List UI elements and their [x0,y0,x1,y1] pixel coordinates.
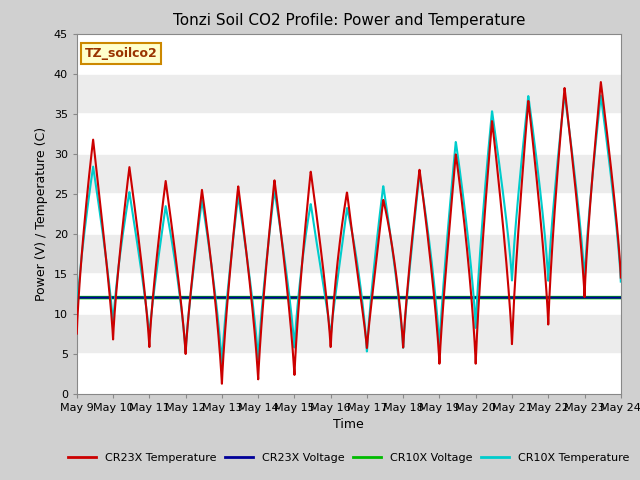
CR23X Voltage [167,295,175,300]
CR23X Voltage [73,295,81,300]
CR10X Temperature [135,251,143,257]
CR23X Temperature [597,79,605,85]
CR10X Temperature [282,264,289,270]
Bar [77,274,621,313]
Bar [77,154,621,193]
CR23X Voltage [282,295,289,300]
CR10X Voltage [282,295,289,300]
CR10X Voltage [135,295,143,300]
CR23X Temperature [282,272,289,277]
Bar [77,193,621,234]
CR23X Voltage [305,295,313,300]
CR10X Temperature [548,225,556,230]
Y-axis label: Power (V) / Temperature (C): Power (V) / Temperature (C) [35,127,48,300]
CR23X Temperature [548,253,556,259]
CR23X Voltage [606,295,614,300]
CR10X Voltage [305,295,313,300]
Bar [77,313,621,354]
CR10X Temperature [617,279,625,285]
Line: CR10X Temperature: CR10X Temperature [77,94,621,364]
Line: CR23X Temperature: CR23X Temperature [77,82,621,384]
Bar [77,114,621,154]
CR23X Temperature [617,275,625,280]
CR23X Voltage [617,295,625,300]
CR23X Temperature [167,218,175,224]
CR10X Temperature [305,210,313,216]
CR10X Temperature [73,311,81,316]
CR10X Temperature [607,169,614,175]
CR10X Voltage [167,295,175,300]
Bar [77,234,621,274]
CR10X Voltage [606,295,614,300]
Bar [77,34,621,73]
CR23X Voltage [548,295,556,300]
CR23X Temperature [607,160,614,166]
Bar [77,73,621,114]
X-axis label: Time: Time [333,418,364,431]
CR23X Temperature [135,238,143,243]
CR10X Temperature [561,91,568,96]
CR23X Temperature [305,184,313,190]
CR23X Temperature [73,331,81,336]
Text: TZ_soilco2: TZ_soilco2 [85,47,157,60]
CR10X Voltage [73,295,81,300]
CR10X Temperature [167,234,175,240]
CR23X Temperature [218,381,226,386]
CR10X Temperature [218,361,226,367]
Title: Tonzi Soil CO2 Profile: Power and Temperature: Tonzi Soil CO2 Profile: Power and Temper… [173,13,525,28]
CR10X Voltage [548,295,556,300]
Legend: CR23X Temperature, CR23X Voltage, CR10X Voltage, CR10X Temperature: CR23X Temperature, CR23X Voltage, CR10X … [64,448,634,467]
CR23X Voltage [135,295,143,300]
CR10X Voltage [617,295,625,300]
Bar [77,354,621,394]
